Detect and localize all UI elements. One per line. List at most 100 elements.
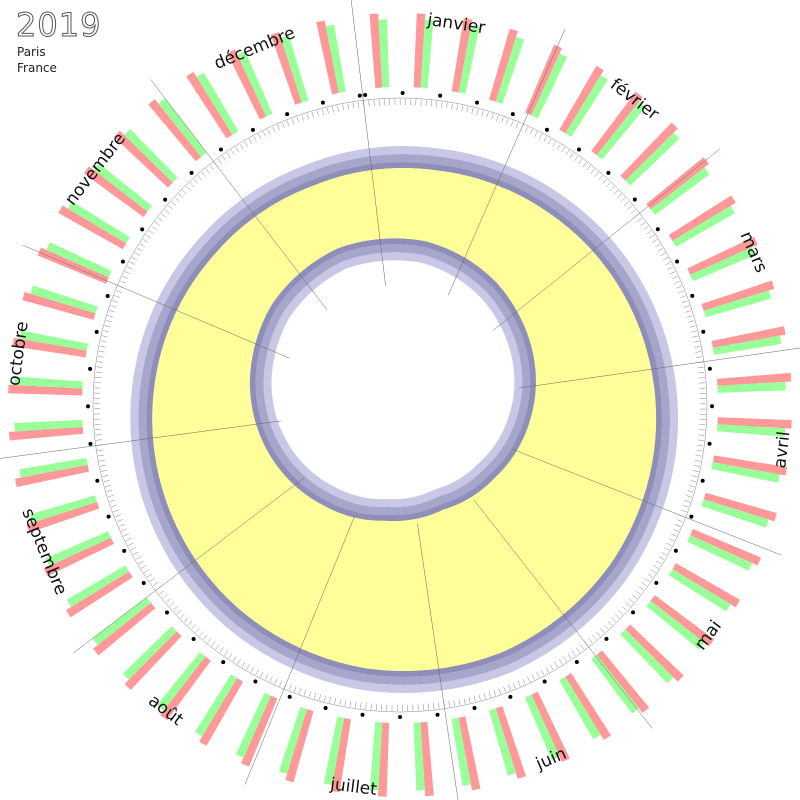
week-bars: [8, 13, 792, 797]
week-dot: [86, 404, 91, 409]
week-dot: [164, 610, 169, 615]
week-bar-rest: [369, 722, 383, 791]
month-label-9: octobre: [4, 320, 32, 387]
week-bar-rest: [45, 531, 111, 566]
week-bar-rest: [625, 132, 680, 186]
week-bar-rest: [531, 53, 568, 119]
week-bar-rest: [278, 706, 307, 775]
week-bar-rest: [19, 330, 88, 351]
week-bar-rest: [701, 499, 769, 528]
week-bar-work: [451, 18, 473, 93]
week-dot: [189, 170, 194, 175]
week-bar-rest: [565, 75, 608, 138]
week-bar-work: [22, 291, 96, 320]
month-spoke: [22, 244, 290, 359]
week-bar-rest: [93, 163, 153, 212]
week-bar-rest: [30, 285, 98, 314]
week-bar-work: [525, 44, 563, 116]
week-bar-work: [113, 130, 173, 188]
week-bar-work: [711, 326, 786, 348]
week-bar-rest: [157, 652, 206, 711]
week-bar-rest: [235, 692, 272, 758]
week-bar-work: [565, 673, 611, 740]
week-bar-work: [369, 13, 383, 88]
week-bar-work: [591, 91, 643, 156]
week-bar-work: [712, 455, 788, 476]
week-bar-work: [26, 501, 100, 533]
day-ticks: [86, 91, 714, 719]
week-bar-rest: [14, 376, 83, 389]
week-bar-work: [495, 706, 527, 779]
week-bar-work: [717, 417, 792, 429]
week-bar-rest: [672, 205, 735, 247]
week-dot: [675, 259, 680, 264]
week-bar-work: [65, 571, 133, 618]
week-bar-work: [620, 122, 678, 181]
week-bar-work: [160, 656, 211, 721]
week-dot: [544, 127, 549, 132]
month-spoke: [244, 515, 355, 785]
week-dot: [709, 404, 714, 409]
week-bar-work: [227, 49, 267, 120]
week-bar-work: [668, 195, 736, 241]
week-dot: [508, 694, 513, 699]
week-dot: [106, 514, 111, 519]
week-dot: [604, 636, 609, 641]
week-bar-work: [270, 32, 302, 105]
week-dot: [140, 227, 145, 232]
week-bar-rest: [66, 565, 130, 607]
month-spoke: [73, 477, 305, 654]
week-bar-rest: [14, 419, 83, 432]
week-bar-work: [596, 650, 650, 714]
week-bar-work: [650, 595, 715, 647]
country-label: France: [17, 61, 57, 75]
week-bar-rest: [420, 19, 434, 89]
week-dot: [606, 170, 611, 175]
week-dot: [357, 93, 362, 98]
month-label-4: mai: [691, 617, 726, 654]
week-bar-work: [8, 384, 83, 396]
week-bar-work: [285, 709, 314, 783]
week-dot: [94, 329, 99, 334]
week-dot: [221, 660, 226, 665]
week-dot: [88, 366, 93, 371]
week-bar-work: [14, 464, 90, 488]
week-dot: [218, 147, 223, 152]
week-dot: [163, 197, 168, 202]
week-bar-work: [83, 166, 148, 218]
week-bar-work: [58, 205, 127, 250]
week-dot: [400, 91, 405, 96]
week-bar-work: [716, 372, 792, 386]
week-bar-work: [489, 28, 518, 102]
week-bar-rest: [124, 128, 178, 183]
tick-ring: [92, 97, 708, 713]
week-dot: [323, 705, 328, 710]
daylight-band: [152, 168, 657, 671]
week-bar-work: [531, 691, 570, 762]
week-bar-work: [241, 695, 278, 767]
week-dot: [707, 366, 712, 371]
week-dot: [105, 293, 110, 298]
week-bar-rest: [559, 676, 601, 740]
week-bar-work: [43, 537, 114, 577]
week-bar-work: [148, 99, 202, 162]
week-dot: [141, 580, 146, 585]
week-bar-rest: [711, 462, 780, 483]
week-bar-work: [672, 563, 741, 608]
week-dot: [673, 548, 678, 553]
week-bar-work: [701, 280, 775, 311]
week-bar-rest: [196, 72, 239, 135]
week-dot: [95, 478, 100, 483]
week-bar-work: [559, 65, 604, 134]
week-bar-rest: [237, 51, 273, 117]
week-dot: [689, 514, 694, 519]
week-bar-rest: [194, 674, 238, 737]
week-bar-work: [316, 20, 339, 95]
week-dot: [250, 127, 255, 132]
week-bar-work: [703, 492, 777, 522]
week-bar-work: [12, 337, 87, 358]
week-bar-rest: [591, 654, 639, 714]
week-bar-rest: [458, 25, 480, 94]
week-bar-rest: [378, 19, 390, 88]
